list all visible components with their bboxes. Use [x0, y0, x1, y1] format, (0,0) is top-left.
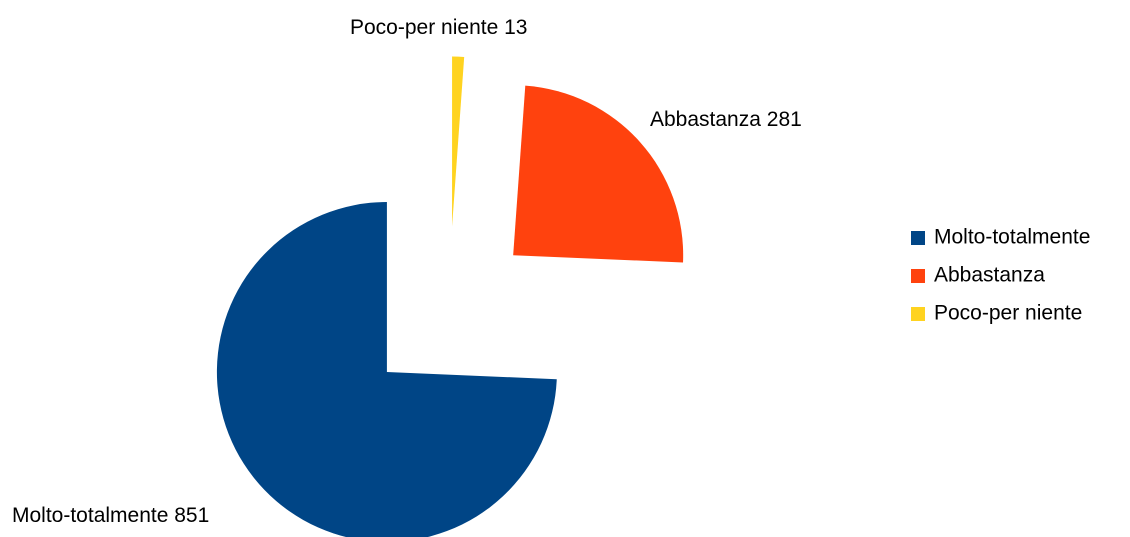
- pie-slice: [452, 56, 465, 227]
- legend-label: Poco-per niente: [934, 302, 1082, 325]
- data-label-name: Abbastanza: [650, 108, 761, 131]
- legend-swatch: [911, 307, 925, 321]
- legend-label: Molto-totalmente: [934, 226, 1090, 249]
- pie-slice: [216, 202, 557, 537]
- data-label: Poco-per niente 13: [350, 16, 527, 39]
- legend: Molto-totalmente Abbastanza Poco-per nient…: [911, 226, 1090, 325]
- data-labels: Molto-totalmente 851 Abbastanza 281 Poco-p…: [12, 16, 802, 527]
- legend-swatch: [911, 231, 925, 245]
- data-label: Molto-totalmente 851: [12, 504, 209, 527]
- data-label: Abbastanza 281: [650, 108, 802, 131]
- legend-label: Abbastanza: [934, 264, 1045, 287]
- data-label-value: 851: [174, 504, 209, 527]
- data-label-value: 13: [504, 16, 527, 39]
- legend-swatch: [911, 269, 925, 283]
- pie: [216, 56, 684, 537]
- data-label-value: 281: [767, 108, 802, 131]
- data-label-name: Molto-totalmente: [12, 504, 168, 527]
- data-label-name: Poco-per niente: [350, 16, 498, 39]
- pie-slice: [513, 85, 684, 263]
